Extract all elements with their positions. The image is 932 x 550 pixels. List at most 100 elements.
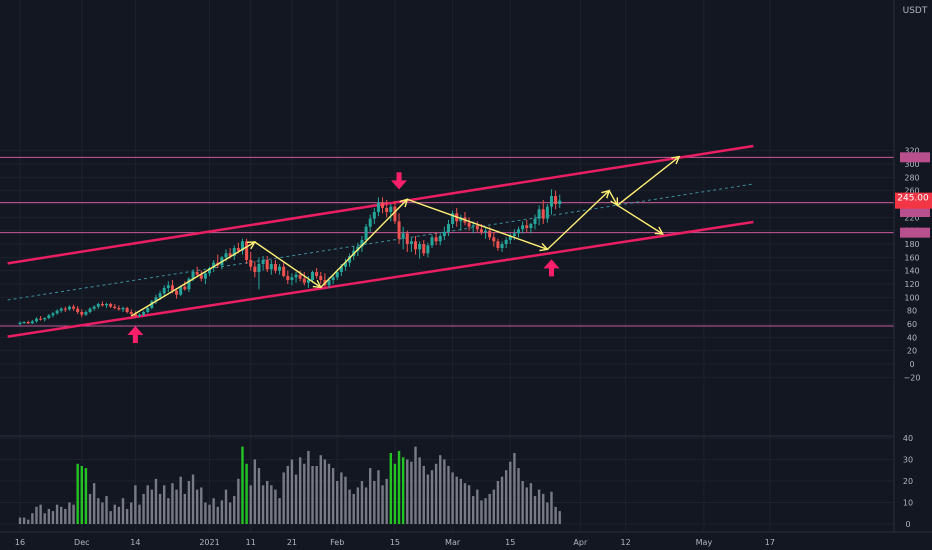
volume-bar xyxy=(414,446,417,524)
price-channel xyxy=(7,144,754,338)
volume-bar xyxy=(463,483,467,524)
volume-bar xyxy=(430,470,434,524)
volume-bar xyxy=(220,500,224,524)
time-tick-label: 16 xyxy=(15,538,25,547)
candle xyxy=(18,321,22,326)
candle xyxy=(451,210,455,228)
time-axis[interactable] xyxy=(0,531,932,550)
volume-bar xyxy=(142,493,145,524)
time-tick-label: Feb xyxy=(330,538,344,547)
volume-bar xyxy=(298,457,302,524)
candle xyxy=(100,301,104,307)
volume-bar xyxy=(389,453,392,524)
price-tick-label: −20 xyxy=(904,373,921,382)
zigzag-arrowhead xyxy=(312,279,322,289)
volume-bar xyxy=(154,478,158,524)
candle xyxy=(294,271,298,283)
candle xyxy=(467,217,471,231)
price-tick-label: 100 xyxy=(904,293,919,302)
candle xyxy=(142,310,146,316)
volume-bar xyxy=(228,502,232,524)
time-tick-label: Dec xyxy=(74,538,89,547)
price-axis[interactable]: USDT xyxy=(893,0,932,532)
volume-bar xyxy=(504,470,508,524)
volume-bar xyxy=(447,465,450,524)
time-axis-ticks: 16 Dec 14 2021 11 21 Feb 15 Mar 15 Apr 12 May 17 xyxy=(15,538,775,547)
volume-bar xyxy=(344,476,347,524)
time-tick-label: Apr xyxy=(573,538,588,547)
volume-bar xyxy=(554,506,557,524)
volume-bar xyxy=(397,450,401,524)
volume-bar xyxy=(513,453,516,524)
time-tick-label: 11 xyxy=(246,538,256,547)
candle xyxy=(154,294,158,304)
candle xyxy=(430,234,434,248)
last-price-label: 245.00 xyxy=(897,194,929,204)
volume-bar xyxy=(439,455,442,524)
volume-bar xyxy=(68,502,71,524)
candle xyxy=(372,207,376,224)
candle xyxy=(240,238,244,255)
candle xyxy=(496,238,500,251)
volume-bar xyxy=(113,504,116,524)
volume-bar xyxy=(364,487,368,524)
volume-bar xyxy=(175,489,178,524)
volume-bar xyxy=(500,476,504,524)
zigzag-arrowhead xyxy=(246,241,257,250)
price-tick-label: 300 xyxy=(904,160,919,169)
volume-bar xyxy=(195,489,199,524)
price-tick-label: 320 xyxy=(904,147,919,156)
volume-bar xyxy=(249,485,252,524)
volume-tick-label: 30 xyxy=(903,456,913,465)
volume-bar xyxy=(418,457,421,524)
volume-bar xyxy=(467,485,471,524)
volume-bar xyxy=(134,485,137,524)
candle xyxy=(129,309,133,316)
volume-bar xyxy=(60,506,63,524)
volume-bar xyxy=(393,463,397,524)
volume-bar xyxy=(546,502,549,524)
volume-bar xyxy=(537,489,541,524)
volume-bar xyxy=(352,493,355,524)
candle xyxy=(376,197,380,216)
candle xyxy=(22,321,26,324)
volume-bar xyxy=(311,465,314,524)
volume-bar xyxy=(385,478,388,524)
volume-bar xyxy=(117,506,121,524)
channel-upper-line xyxy=(7,144,754,265)
volume-bar xyxy=(187,481,191,524)
candle xyxy=(302,271,306,286)
candle xyxy=(484,226,488,239)
candle xyxy=(137,313,141,318)
candle xyxy=(43,317,47,322)
candle xyxy=(409,237,413,252)
volume-bar xyxy=(241,446,244,524)
candle xyxy=(348,253,352,267)
candle xyxy=(315,267,319,279)
candle xyxy=(286,270,290,284)
candle xyxy=(63,306,67,312)
candle xyxy=(418,241,422,259)
candle xyxy=(529,222,533,234)
time-tick-label: 2021 xyxy=(199,538,219,547)
volume-bar xyxy=(331,468,335,524)
volume-bar xyxy=(286,465,289,524)
candle xyxy=(34,317,38,323)
volume-bar xyxy=(39,504,42,524)
volume-bar xyxy=(204,502,207,524)
candle xyxy=(360,235,364,252)
candle xyxy=(311,270,315,283)
price-tick-label: 120 xyxy=(904,280,919,289)
volume-bar xyxy=(290,459,294,524)
volume-bar xyxy=(101,502,104,524)
zigzag-arrowhead xyxy=(399,198,409,208)
volume-bar xyxy=(434,463,438,524)
candle xyxy=(269,259,273,275)
arrow-up-icon xyxy=(543,259,560,277)
volume-bar xyxy=(550,491,553,524)
volume-bar xyxy=(105,496,108,524)
volume-bar xyxy=(138,504,141,524)
volume-bar xyxy=(125,508,129,524)
price-tick-label: 0 xyxy=(909,360,914,369)
